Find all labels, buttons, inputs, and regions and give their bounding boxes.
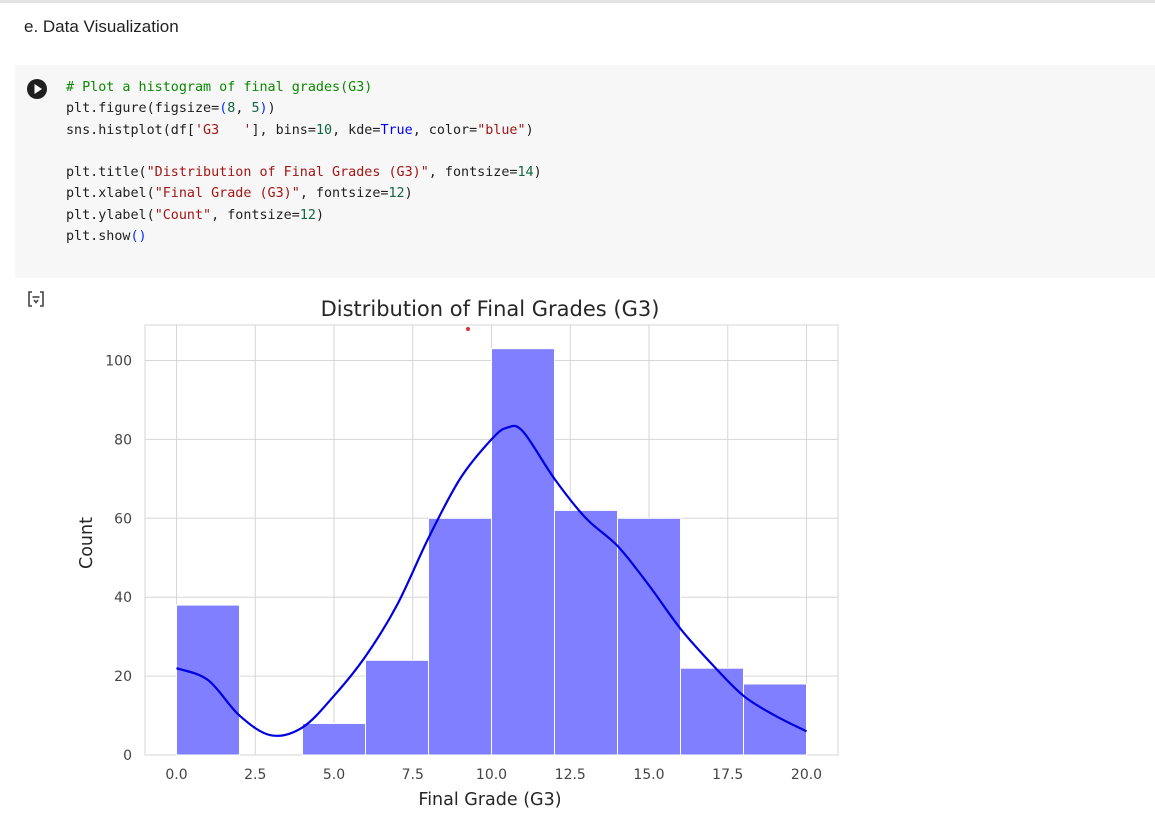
histogram-bar — [428, 517, 492, 756]
code-token: ) — [315, 207, 324, 223]
output-toggle-button[interactable] — [26, 289, 46, 309]
histogram-bar — [491, 348, 555, 756]
code-token: 12 — [299, 207, 316, 223]
code-token: ) — [525, 122, 534, 138]
code-token: "blue" — [477, 122, 526, 138]
y-tick-label: 60 — [114, 511, 132, 527]
output-toggle-icon — [28, 291, 44, 307]
code-token: 14 — [517, 165, 534, 181]
y-tick-label: 100 — [105, 354, 132, 370]
x-tick-label: 7.5 — [402, 767, 424, 783]
code-token: ) — [533, 165, 542, 181]
code-token: , kde= — [332, 122, 381, 138]
play-icon — [34, 84, 42, 94]
x-tick-label: 12.5 — [555, 767, 586, 783]
histogram-bar — [743, 683, 807, 756]
code-token: plt.figure(figsize= — [66, 101, 220, 117]
code-token: , color= — [412, 122, 478, 138]
code-token: 8 — [227, 101, 236, 117]
y-tick-label: 80 — [114, 432, 132, 448]
code-token: , — [235, 101, 252, 117]
code-token: ) — [404, 186, 413, 202]
x-axis-label: Final Grade (G3) — [418, 790, 561, 810]
code-token: () — [130, 229, 147, 245]
x-tick-label: 15.0 — [633, 767, 664, 783]
code-token: ( — [219, 101, 228, 117]
code-token: 12 — [388, 186, 405, 202]
histogram-bar — [365, 659, 429, 756]
code-token: ) — [267, 101, 276, 117]
histogram-output: 0.0 2.5 5.0 7.5 10.0 12.5 15.0 17.5 20.0 0 20 40 60 8… — [60, 290, 860, 820]
x-tick-label: 2.5 — [244, 767, 266, 783]
histogram-bar — [617, 517, 681, 756]
histogram-chart: 0.0 2.5 5.0 7.5 10.0 12.5 15.0 17.5 20.0 0 20 40 60 8… — [77, 297, 839, 810]
code-token: ], bins= — [251, 122, 316, 138]
histogram-bar — [302, 722, 366, 756]
x-tick-label: 17.5 — [712, 767, 743, 783]
x-tick-label: 20.0 — [791, 767, 822, 783]
code-token: plt.ylabel( — [66, 207, 155, 223]
section-heading: e. Data Visualization — [24, 17, 179, 36]
code-cell[interactable]: # Plot a histogram of final grades(G3) p… — [15, 65, 1155, 278]
x-tick-label: 0.0 — [165, 767, 187, 783]
kde-curve — [176, 424, 807, 737]
code-token: 10 — [315, 122, 333, 138]
x-tick-label: 10.0 — [476, 767, 507, 783]
run-cell-button[interactable] — [27, 79, 47, 99]
cursor-marker — [466, 327, 470, 331]
code-token: , fontsize= — [211, 207, 300, 223]
code-editor[interactable]: # Plot a histogram of final grades(G3) p… — [66, 77, 542, 247]
code-token: "Count" — [154, 207, 212, 223]
x-tick-label: 5.0 — [323, 767, 345, 783]
y-axis-label: Count — [77, 517, 97, 569]
y-tick-label: 0 — [123, 748, 132, 764]
code-token: , fontsize= — [299, 186, 389, 202]
code-token: "Final Grade (G3)" — [154, 186, 300, 202]
y-tick-label: 40 — [114, 590, 132, 606]
histogram-bar — [554, 509, 618, 756]
code-token: "Distribution of Final Grades (G3)" — [146, 165, 429, 181]
code-token: plt.title( — [66, 165, 147, 181]
histogram-bar — [680, 667, 744, 756]
chart-title: Distribution of Final Grades (G3) — [321, 297, 660, 321]
y-tick-label: 20 — [114, 669, 132, 685]
code-token: 5 — [251, 101, 260, 117]
code-token: plt.show — [66, 229, 131, 245]
code-token: True — [380, 122, 413, 138]
top-divider — [0, 0, 1155, 3]
code-token: plt.xlabel( — [66, 186, 155, 202]
code-token: # Plot a histogram of final grades(G3) — [66, 80, 373, 95]
code-token: 'G3 ' — [195, 122, 252, 138]
code-token: sns.histplot(df[ — [66, 122, 195, 138]
code-token: ) — [259, 101, 268, 117]
code-token: , fontsize= — [428, 165, 518, 181]
